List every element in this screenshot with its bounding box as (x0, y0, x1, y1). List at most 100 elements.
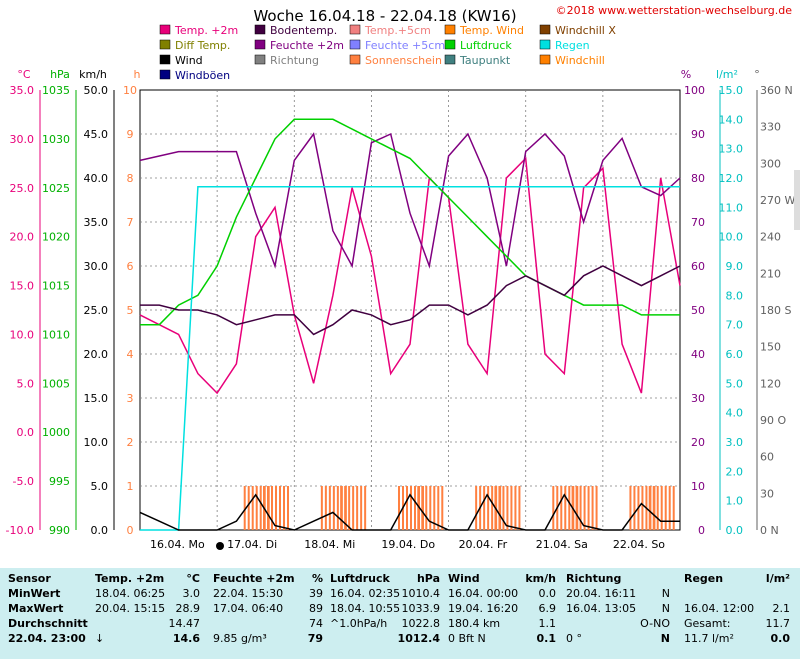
wind-tick: 5.0 (91, 480, 109, 493)
legend: Temp. +2m Bodentemp. Temp.+5cm Temp. Wind Wi… (159, 24, 616, 82)
table-cell: 22.04. 15:30 39 (213, 587, 323, 600)
table-cell: 9.85 g/m³ 79 (213, 632, 323, 645)
sunshine-bar (247, 486, 250, 530)
legend-label: Temp. Wind (459, 24, 524, 37)
sunshine-bar (437, 486, 440, 530)
axis-unit: km/h (79, 68, 107, 81)
sunshine-bar (668, 486, 671, 530)
col-header: Regen l/m² (684, 572, 790, 585)
sunshine-bar (352, 486, 355, 530)
temp-tick: 15.0 (10, 280, 35, 293)
legend-swatch (349, 39, 361, 50)
axis-unit: ° (754, 68, 760, 81)
sunshine-bar (595, 486, 598, 530)
moon-phase-icon (216, 542, 224, 550)
legend-label: Feuchte +2m (270, 39, 344, 52)
direction-tick: 0 N (760, 524, 779, 537)
axis-unit: l/m² (716, 68, 738, 81)
col-header: Wind km/h (448, 572, 556, 585)
direction-tick: 330 (760, 121, 781, 134)
direction-tick: 360 N (760, 84, 793, 97)
table-cell: 74 (309, 617, 323, 630)
sun-tick: 7 (127, 216, 134, 229)
sunshine-bar (587, 486, 590, 530)
sunshine-bar (344, 486, 347, 530)
sunshine-bar (510, 486, 513, 530)
sunshine-bar (514, 486, 517, 530)
table-cell: Gesamt: 11.7 (684, 617, 790, 630)
sunshine-bar (648, 486, 651, 530)
sunshine-bar (324, 486, 327, 530)
sunshine-bar (336, 486, 339, 530)
humidity-tick: 40 (691, 348, 705, 361)
table-cell: 20.04. 16:11 N (566, 587, 670, 600)
col-temp: Temp. +2m °C 18.04. 06:25 3.0 20.04. 15:15 28… (95, 572, 200, 647)
sunshine-bar (633, 486, 636, 530)
legend-swatch (254, 54, 266, 65)
legend-label: Wind (175, 54, 203, 67)
rain-tick: 0.0 (726, 524, 744, 537)
series-line (139, 156, 681, 395)
wind-tick: 20.0 (84, 348, 109, 361)
legend-swatch (254, 24, 266, 35)
direction-tick: 30 (760, 487, 774, 500)
sunshine-bar (425, 486, 428, 530)
legend-label: Richtung (270, 54, 319, 67)
direction-tick: 90 O (760, 414, 786, 427)
col-humidity: Feuchte +2m% 22.04. 15:30 39 17.04. 06:40 89… (213, 572, 323, 647)
humidity-tick: 100 (684, 84, 705, 97)
temp-tick: 20.0 (10, 231, 35, 244)
sunshine-bar (475, 486, 478, 530)
axis-labels: 35.030.025.020.015.010.05.00.0-5.0-10.01… (6, 68, 796, 537)
wind-tick: 0.0 (91, 524, 109, 537)
sunshine-bar (498, 486, 501, 530)
temp-tick: 30.0 (10, 133, 35, 146)
pressure-tick: 1030 (42, 133, 70, 146)
legend-label: Taupunkt (459, 54, 511, 67)
legend-swatch (539, 39, 551, 50)
legend-label: Temp.+5cm (364, 24, 431, 37)
series-line (140, 186, 680, 531)
sunshine-bar (641, 486, 644, 530)
sunshine-bar (271, 486, 273, 530)
sunshine-bar (406, 486, 408, 530)
sunshine-bar (583, 486, 586, 530)
wind-tick: 25.0 (84, 304, 109, 317)
series-line (139, 132, 681, 269)
sunshine-bar (398, 486, 400, 530)
rain-tick: 13.0 (719, 143, 744, 156)
legend-swatch (349, 24, 361, 35)
day-label: 17.04. Di (227, 538, 277, 551)
day-label: 20.04. Fr (459, 538, 508, 551)
sunshine-bar (483, 486, 486, 530)
direction-tick: 180 S (760, 304, 791, 317)
legend-swatch (444, 24, 456, 35)
sunshine-bar (287, 486, 289, 530)
sunshine-bar (320, 486, 323, 530)
humidity-tick: 90 (691, 128, 705, 141)
pressure-tick: 1000 (42, 426, 70, 439)
rain-tick: 12.0 (719, 172, 744, 185)
wind-tick: 35.0 (84, 216, 109, 229)
stats-table: Sensor MinWert MaxWert Durchschnitt 22.0… (0, 568, 800, 659)
sunshine-bar (275, 486, 277, 530)
day-labels: 16.04. Mo 17.04. Di 18.04. Mi 19.04. Do 20.0… (150, 538, 665, 551)
direction-tick: 60 (760, 451, 774, 464)
sun-tick: 4 (127, 348, 134, 361)
table-cell: 16.04. 00:00 0.0 (448, 587, 556, 600)
legend-swatch (539, 24, 551, 35)
col-wind: Wind km/h 16.04. 00:00 0.0 19.04. 16:20 6.9 18… (448, 572, 556, 647)
table-cell: 0 ° N (566, 632, 670, 645)
sunshine-bar (502, 486, 505, 530)
legend-swatch (444, 39, 456, 50)
legend-swatch (159, 69, 171, 80)
sunshine-bar (560, 486, 563, 530)
sunshine-bar (356, 486, 359, 530)
sunshine-bar (279, 486, 281, 530)
table-cell: O-NO (640, 617, 670, 630)
sunshine-bar (255, 486, 258, 530)
row-avg: Durchschnitt (8, 617, 88, 630)
temp-tick: 35.0 (10, 84, 35, 97)
sunshine-bar (328, 486, 331, 530)
rain-tick: 15.0 (719, 84, 744, 97)
